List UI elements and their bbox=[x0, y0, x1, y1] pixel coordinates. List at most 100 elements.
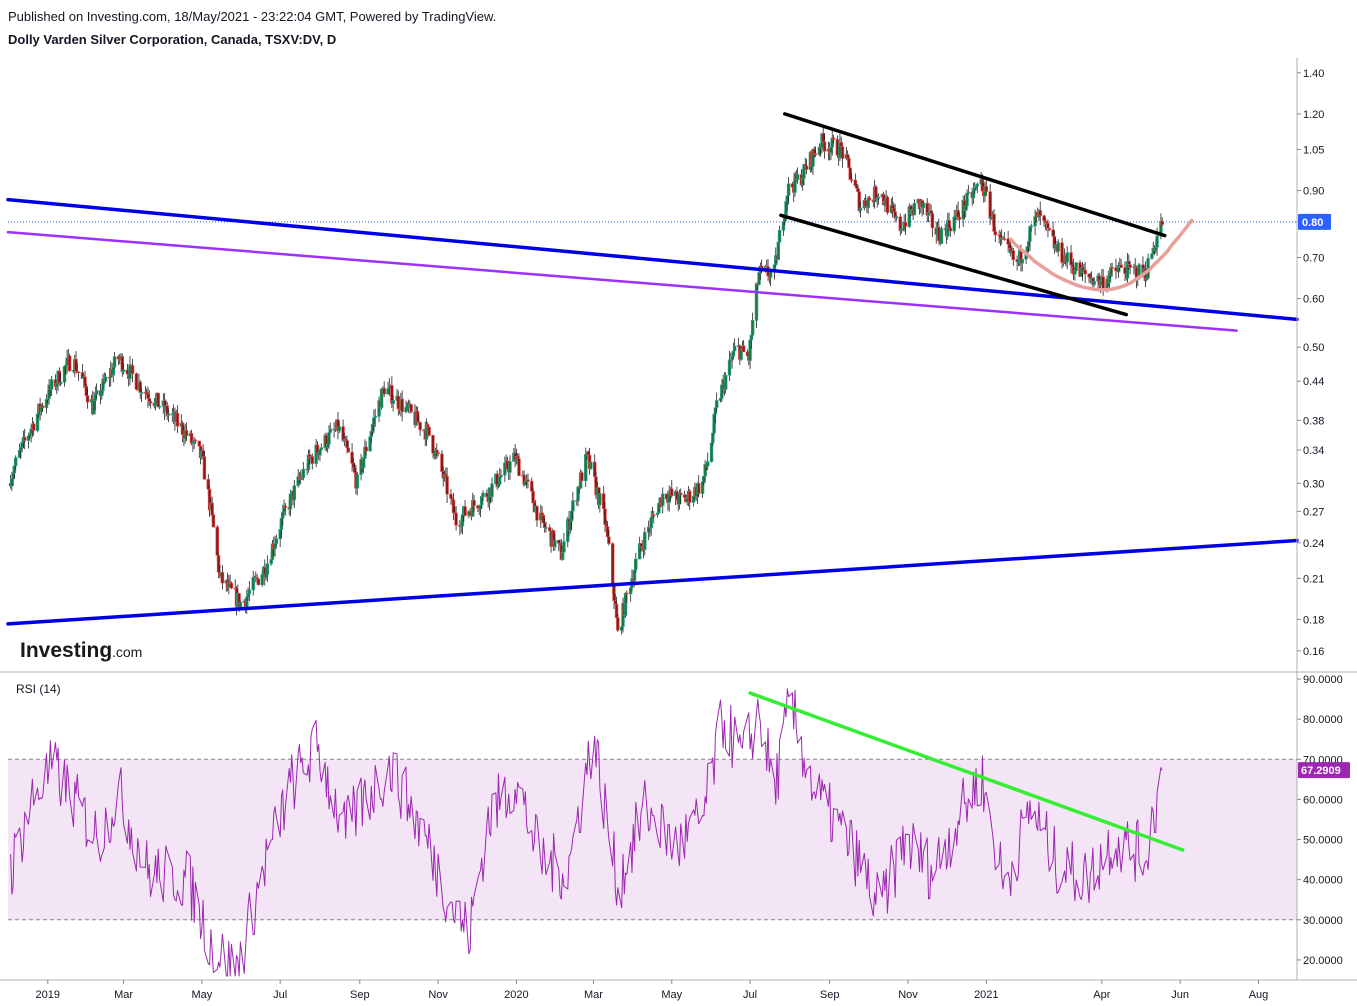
candle-body bbox=[1011, 250, 1015, 260]
chart-header: Published on Investing.com, 18/May/2021 … bbox=[8, 8, 496, 49]
candle-body bbox=[256, 578, 261, 586]
candle-body bbox=[562, 541, 566, 553]
logo-wordmark: Investing bbox=[20, 639, 112, 662]
candle-body bbox=[49, 379, 54, 390]
candle-body bbox=[965, 192, 969, 207]
candle-body bbox=[1119, 264, 1123, 268]
price-pane bbox=[8, 58, 1297, 668]
candle-body bbox=[1092, 280, 1096, 285]
rsi-tick-label: 90.0000 bbox=[1303, 674, 1343, 686]
candle-body bbox=[319, 447, 323, 450]
time-tick-label: Apr bbox=[1093, 989, 1110, 1001]
candle-body bbox=[688, 490, 692, 503]
candle-body bbox=[544, 527, 548, 529]
candle-body bbox=[1074, 262, 1078, 272]
candle-body bbox=[847, 158, 851, 169]
candle-body bbox=[912, 202, 917, 216]
candle-body bbox=[580, 472, 584, 482]
candle-body bbox=[94, 390, 99, 395]
candle-body bbox=[903, 221, 908, 227]
candle-body bbox=[197, 440, 201, 447]
rsi-tick-label: 30.0000 bbox=[1303, 915, 1343, 927]
price-tick-label: 0.27 bbox=[1303, 506, 1324, 518]
candle-body bbox=[993, 231, 997, 236]
time-tick-label: Jul bbox=[273, 989, 287, 1001]
candle-body bbox=[966, 191, 971, 194]
candle-body bbox=[611, 543, 615, 587]
candle-body bbox=[649, 517, 653, 529]
candle-body bbox=[1150, 253, 1154, 259]
last-price-badge: 0.80 bbox=[1298, 213, 1331, 230]
investing-logo: Investing .com bbox=[20, 639, 142, 662]
candle-body bbox=[714, 400, 719, 409]
trendline-blue-upper bbox=[6, 197, 1299, 322]
candle-body bbox=[373, 416, 377, 418]
candle-body bbox=[598, 493, 602, 506]
candle-body bbox=[984, 186, 989, 193]
price-tick-label: 0.70 bbox=[1303, 253, 1324, 265]
candle-body bbox=[679, 492, 683, 496]
last-price-badge-bg bbox=[1298, 213, 1331, 230]
price-tick-label: 0.34 bbox=[1303, 445, 1324, 457]
candle-body bbox=[22, 436, 27, 441]
candle-body bbox=[975, 183, 980, 187]
candle-body bbox=[894, 216, 899, 219]
price-tick-label: 0.90 bbox=[1303, 186, 1324, 198]
candle-body bbox=[741, 345, 746, 353]
candle-body bbox=[58, 382, 63, 385]
candle-body bbox=[445, 476, 449, 495]
candle-body bbox=[571, 500, 575, 512]
price-tick-label: 1.40 bbox=[1303, 68, 1324, 80]
candle-body bbox=[112, 356, 117, 368]
candle-body bbox=[750, 320, 755, 336]
rsi-tick-label: 50.0000 bbox=[1303, 835, 1343, 847]
time-tick-label: Jun bbox=[1171, 989, 1189, 1001]
price-tick-label: 0.50 bbox=[1303, 342, 1324, 354]
candle-body bbox=[670, 488, 674, 497]
candle-body bbox=[723, 374, 728, 390]
candle-body bbox=[560, 551, 565, 560]
price-tick-label: 0.30 bbox=[1303, 478, 1324, 490]
candle-body bbox=[804, 165, 809, 170]
candle-body bbox=[634, 558, 638, 571]
candle-body bbox=[616, 617, 620, 631]
candle-body bbox=[251, 577, 255, 591]
candle-body bbox=[426, 424, 430, 428]
candle-body bbox=[1155, 235, 1159, 248]
candle-body bbox=[607, 536, 611, 544]
candle-body bbox=[327, 432, 331, 445]
price-tick-label: 0.60 bbox=[1303, 294, 1324, 306]
time-tick-label: Nov bbox=[428, 989, 448, 1001]
candle-body bbox=[211, 514, 216, 528]
candle-body bbox=[731, 350, 736, 357]
candle-body bbox=[210, 502, 214, 516]
candle-body bbox=[391, 400, 395, 404]
candle-body bbox=[346, 447, 350, 453]
candle-body bbox=[643, 531, 647, 551]
candle-body bbox=[867, 197, 872, 201]
candle-body bbox=[1046, 223, 1050, 229]
time-tick-label: Mar bbox=[114, 989, 133, 1001]
candle-body bbox=[301, 468, 305, 478]
candle-body bbox=[727, 359, 732, 376]
candle-body bbox=[1056, 242, 1060, 252]
candle-body bbox=[876, 196, 881, 199]
chart-title: Dolly Varden Silver Corporation, Canada,… bbox=[8, 32, 337, 47]
candle-body bbox=[337, 426, 341, 432]
candle-body bbox=[822, 141, 827, 152]
candle-body bbox=[759, 265, 764, 269]
price-tick-label: 1.20 bbox=[1303, 109, 1324, 121]
candle-body bbox=[709, 442, 714, 462]
time-tick-label: Aug bbox=[1249, 989, 1269, 1001]
rsi-line bbox=[10, 688, 1163, 977]
candle-body bbox=[202, 456, 207, 480]
price-tick-label: 0.24 bbox=[1303, 538, 1324, 550]
candle-body bbox=[157, 406, 162, 408]
candle-body bbox=[1038, 210, 1042, 217]
logo-suffix: .com bbox=[112, 644, 142, 660]
candle-body bbox=[1020, 258, 1024, 264]
candle-body bbox=[31, 423, 36, 431]
trendline-purple bbox=[6, 230, 1238, 332]
candle-body bbox=[229, 582, 234, 589]
